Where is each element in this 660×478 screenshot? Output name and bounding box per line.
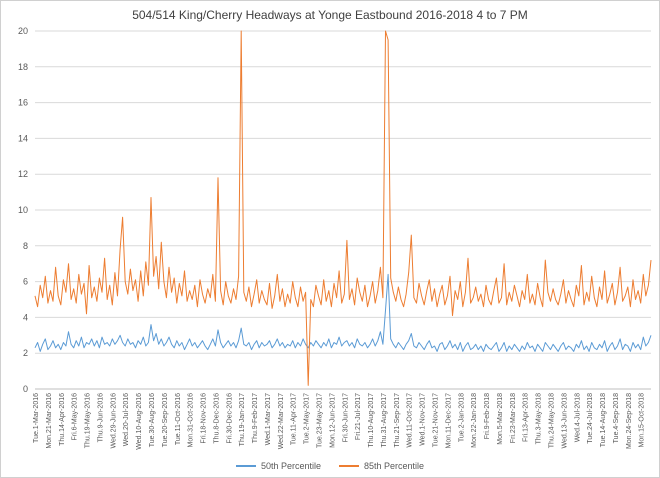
y-tick-label: 16 bbox=[18, 98, 28, 108]
y-tick-label: 8 bbox=[23, 241, 28, 251]
chart-title: 504/514 King/Cherry Headways at Yonge Ea… bbox=[132, 8, 528, 22]
y-tick-label: 2 bbox=[23, 348, 28, 358]
x-tick-label: Thu.8-Dec-2016 bbox=[213, 393, 220, 444]
x-tick-label: Thu.3-May-2018 bbox=[536, 393, 543, 444]
chart-plot-area: 0 2 4 6 8 10 12 14 16 18 20 Tue.1-Mar-2016 Mon.21-Ma… bbox=[18, 26, 652, 450]
legend-line-marker bbox=[339, 465, 359, 467]
x-tick-label: Wed.22-Mar-2017 bbox=[278, 393, 285, 449]
x-tick-label: Thu.19-May-2016 bbox=[85, 393, 92, 448]
legend-item-50th-percentile: 50th Percentile bbox=[235, 461, 321, 471]
x-tick-label: Tue.21-Nov-2017 bbox=[433, 393, 440, 447]
x-tick-label: Mon.11-Dec-2017 bbox=[445, 393, 452, 449]
x-tick-label: Tue.30-Aug-2016 bbox=[149, 393, 156, 447]
x-tick-label: Fri.21-Jul-2017 bbox=[355, 393, 362, 440]
x-tick-label: Tue.1-Mar-2016 bbox=[33, 393, 40, 443]
x-tick-label: Mon.24-Sep-2018 bbox=[626, 393, 633, 449]
x-tick-label: Wed.20-Jul-2016 bbox=[123, 393, 130, 446]
x-tick-label: Mon.15-Oct-2018 bbox=[639, 393, 646, 448]
legend-label: 85th Percentile bbox=[364, 461, 425, 471]
legend-label: 50th Percentile bbox=[260, 461, 321, 471]
x-tick-label: Mon.21-Mar-2016 bbox=[46, 393, 53, 449]
x-tick-label: Mon.31-Oct-2016 bbox=[188, 393, 195, 448]
x-tick-label: Tue.24-Jul-2018 bbox=[587, 393, 594, 444]
x-tick-label: Tue.23-May-2017 bbox=[317, 393, 324, 448]
x-tick-label: Mon.22-Jan-2018 bbox=[471, 393, 478, 448]
x-tick-label: Fri.9-Feb-2018 bbox=[484, 393, 491, 439]
x-tick-label: Thu.9-Jun-2016 bbox=[97, 393, 104, 443]
y-tick-label: 20 bbox=[18, 26, 28, 36]
x-tick-label: Tue.2-Jan-2018 bbox=[458, 393, 465, 442]
chart-legend: 50th Percentile 85th Percentile bbox=[1, 458, 659, 474]
x-tick-label: Thu.24-May-2018 bbox=[549, 393, 556, 448]
y-tick-label: 0 bbox=[23, 384, 28, 394]
x-tick-label: Fri.13-Apr-2018 bbox=[523, 393, 530, 442]
x-tick-label: Wed.13-Jun-2018 bbox=[561, 393, 568, 449]
y-tick-label: 12 bbox=[18, 169, 28, 179]
x-tick-label: Fri.18-Nov-2016 bbox=[201, 393, 208, 444]
x-tick-label: Wed.11-Oct-2017 bbox=[407, 393, 414, 448]
x-tick-label: Wed.10-Aug-2016 bbox=[136, 393, 143, 450]
y-tick-label: 14 bbox=[18, 133, 28, 143]
x-tick-label: Fri.30-Jun-2017 bbox=[342, 393, 349, 443]
x-tick-label: Thu.19-Jan-2017 bbox=[239, 393, 246, 446]
x-tick-label: Tue.11-Oct-2016 bbox=[175, 393, 182, 445]
x-tick-label: Thu.14-Apr-2016 bbox=[59, 393, 66, 446]
series-line-85th-percentile bbox=[34, 30, 652, 386]
legend-item-85th-percentile: 85th Percentile bbox=[339, 461, 424, 471]
x-tick-label: Tue.14-Aug-2018 bbox=[600, 393, 607, 447]
x-tick-label: Wed.29-Jun-2016 bbox=[110, 393, 117, 449]
x-tick-label: Tue.2-May-2017 bbox=[304, 393, 311, 444]
x-tick-label: Tue.4-Sep-2018 bbox=[613, 393, 620, 443]
x-tick-label: Tue.11-Apr-2017 bbox=[291, 393, 298, 445]
x-tick-label: Fri.23-Mar-2018 bbox=[510, 393, 517, 443]
x-tick-label: Mon.12-Jun-2017 bbox=[329, 393, 336, 448]
legend-line-marker bbox=[235, 465, 256, 467]
x-tick-label: Wed.4-Jul-2018 bbox=[574, 393, 581, 442]
x-tick-label: Thu.31-Aug-2017 bbox=[381, 393, 388, 448]
x-tick-label: Fri.30-Dec-2016 bbox=[226, 393, 233, 444]
x-tick-label: Mon.5-Mar-2018 bbox=[497, 393, 504, 445]
x-tick-label: Thu.9-Feb-2017 bbox=[252, 393, 259, 443]
x-tick-label: Tue.20-Sep-2016 bbox=[162, 393, 169, 447]
x-tick-label: Fri.6-May-2016 bbox=[72, 393, 79, 441]
x-tick-label: Wed.1-Mar-2017 bbox=[265, 393, 272, 446]
series-line-50th-percentile bbox=[34, 273, 652, 352]
y-tick-label: 10 bbox=[18, 205, 28, 215]
y-tick-label: 6 bbox=[23, 277, 28, 287]
x-tick-label: Thu.21-Sep-2017 bbox=[394, 393, 401, 448]
x-tick-label: Thu.10-Aug-2017 bbox=[368, 393, 375, 448]
x-tick-label: Wed.1-Nov-2017 bbox=[420, 393, 427, 446]
y-tick-label: 4 bbox=[23, 312, 28, 322]
y-tick-label: 18 bbox=[18, 62, 28, 72]
